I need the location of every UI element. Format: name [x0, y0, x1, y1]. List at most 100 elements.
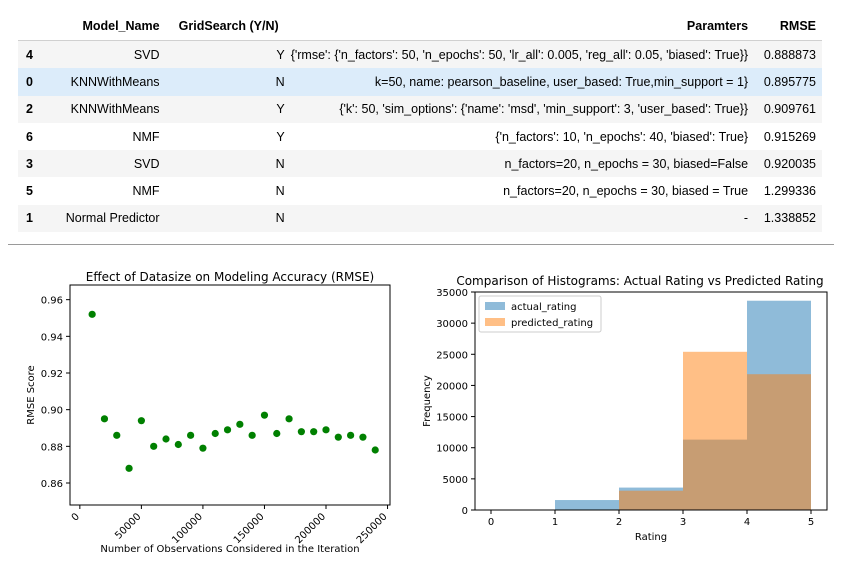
- data-point: [125, 464, 133, 472]
- data-point: [223, 426, 232, 434]
- table-row: 2 KNNWithMeans Y {'k': 50, 'sim_options'…: [18, 95, 822, 123]
- histogram-bar-predicted: [747, 374, 811, 510]
- x-tick-label: 0: [70, 511, 82, 523]
- histogram-bar-actual: [555, 500, 619, 510]
- chart-title: Comparison of Histograms: Actual Rating …: [456, 274, 823, 288]
- gridsearch-cell: Y: [276, 102, 285, 117]
- y-tick-label: 10000: [436, 444, 468, 455]
- parameters-cell: n_factors=20, n_epochs = 30, biased = Tr…: [503, 184, 749, 199]
- y-tick-label: 30000: [436, 319, 468, 330]
- table-row: 3 SVD N n_factors=20, n_epochs = 30, bia…: [18, 150, 822, 178]
- gridsearch-cell: N: [275, 211, 285, 226]
- legend-label-predicted: predicted_rating: [511, 318, 593, 329]
- parameters-cell: k=50, name: pearson_baseline, user_based…: [374, 74, 749, 89]
- data-point: [100, 415, 109, 423]
- y-tick-label: 5000: [443, 475, 468, 486]
- plot-frame: [474, 291, 828, 511]
- y-tick-label: 0.92: [41, 369, 63, 380]
- table-row: 1 Normal Predictor N - 1.338852: [18, 204, 822, 233]
- data-point: [236, 420, 244, 428]
- data-point: [347, 431, 355, 439]
- legend-label-actual: actual_rating: [511, 302, 576, 313]
- data-point: [211, 429, 219, 438]
- y-tick-label: 20000: [436, 381, 468, 392]
- y-tick-label: 35000: [436, 288, 468, 299]
- legend-swatch-predicted: [485, 318, 505, 326]
- plot-frame: [69, 284, 391, 506]
- data-point: [359, 433, 367, 441]
- y-axis-label: Frequency: [422, 375, 433, 427]
- rmse-cell: 0.895775: [763, 74, 816, 89]
- y-tick-label: 25000: [436, 350, 468, 361]
- table-row: 6 NMF Y {'n_factors': 10, 'n_epochs': 40…: [18, 123, 822, 150]
- gridsearch-cell: Y: [276, 47, 285, 62]
- data-point: [162, 435, 170, 443]
- model-name-cell: KNNWithMeans: [70, 74, 160, 89]
- data-point: [150, 442, 158, 450]
- chart-title: Effect of Datasize on Modeling Accuracy …: [86, 270, 374, 284]
- gridsearch-cell: N: [275, 156, 285, 171]
- data-point: [248, 431, 256, 439]
- row-index: 0: [26, 74, 33, 89]
- column-header-parameters: Paramters: [284, 12, 755, 41]
- parameters-cell: -: [743, 211, 749, 226]
- x-tick-label: 50000: [113, 511, 143, 541]
- x-tick-label: 5: [808, 517, 814, 528]
- x-axis-label: Rating: [635, 532, 667, 543]
- rmse-cell: 0.920035: [763, 156, 816, 171]
- table-row: 5 NMF N n_factors=20, n_epochs = 30, bia…: [18, 177, 822, 204]
- row-index: 2: [26, 102, 33, 117]
- x-tick-label: 3: [680, 517, 686, 528]
- table-header-row: Model_Name GridSearch (Y/N) Paramters RM…: [18, 12, 822, 41]
- data-point: [174, 440, 182, 449]
- model-name-cell: SVD: [133, 156, 160, 171]
- row-index: 4: [26, 47, 33, 62]
- gridsearch-cell: Y: [276, 129, 285, 144]
- y-axis-label: RMSE Score: [26, 365, 37, 424]
- data-point: [310, 428, 318, 436]
- table-row: 0 KNNWithMeans N k=50, name: pearson_bas…: [18, 68, 822, 96]
- data-point: [199, 444, 207, 452]
- rmse-cell: 1.338852: [763, 211, 816, 226]
- x-tick-label: 0: [488, 517, 494, 528]
- model-name-cell: NMF: [132, 129, 160, 144]
- x-tick-label: 200000: [293, 511, 328, 546]
- rmse-cell: 0.909761: [763, 102, 816, 117]
- model-name-cell: NMF: [132, 184, 160, 199]
- table-row: 4 SVD Y {'rmse': {'n_factors': 50, 'n_ep…: [18, 40, 822, 69]
- y-tick-label: 0.86: [41, 479, 63, 490]
- data-point: [113, 431, 121, 439]
- histogram-bar-predicted: [619, 490, 683, 510]
- legend-box: [478, 295, 602, 333]
- rmse-cell: 0.888873: [763, 47, 816, 62]
- gridsearch-cell: N: [275, 184, 285, 199]
- rating-histogram-chart: Comparison of Histograms: Actual Rating …: [422, 274, 828, 543]
- y-tick-label: 0: [462, 506, 468, 517]
- parameters-cell: {'rmse': {'n_factors': 50, 'n_epochs': 5…: [290, 47, 749, 62]
- data-point: [260, 411, 269, 419]
- y-tick-label: 0.90: [41, 406, 63, 417]
- row-index: 5: [26, 184, 33, 199]
- column-header-gridsearch: GridSearch (Y/N): [165, 12, 285, 41]
- data-point: [371, 446, 379, 454]
- rmse-cell: 0.915269: [763, 129, 816, 144]
- data-point: [285, 415, 293, 423]
- column-header-model-name: Model_Name: [43, 12, 166, 41]
- section-divider: [8, 244, 834, 245]
- column-header-index: [18, 12, 44, 41]
- legend-swatch-actual: [485, 302, 505, 310]
- y-tick-label: 0.94: [41, 332, 63, 343]
- histogram-bar-predicted: [683, 351, 747, 510]
- parameters-cell: n_factors=20, n_epochs = 30, biased=Fals…: [504, 156, 749, 171]
- parameters-cell: {'k': 50, 'sim_options': {'name': 'msd',…: [339, 102, 749, 117]
- y-tick-label: 0.88: [41, 442, 63, 453]
- data-point: [137, 417, 145, 425]
- model-name-cell: KNNWithMeans: [70, 102, 160, 117]
- rmse-scatter-chart: Effect of Datasize on Modeling Accuracy …: [26, 270, 391, 555]
- row-index: 1: [26, 211, 33, 226]
- x-tick-label: 100000: [170, 511, 205, 546]
- x-axis-label: Number of Observations Considered in the…: [100, 544, 359, 555]
- x-tick-label: 2: [616, 517, 622, 528]
- x-tick-label: 150000: [232, 511, 267, 546]
- data-point: [187, 431, 195, 439]
